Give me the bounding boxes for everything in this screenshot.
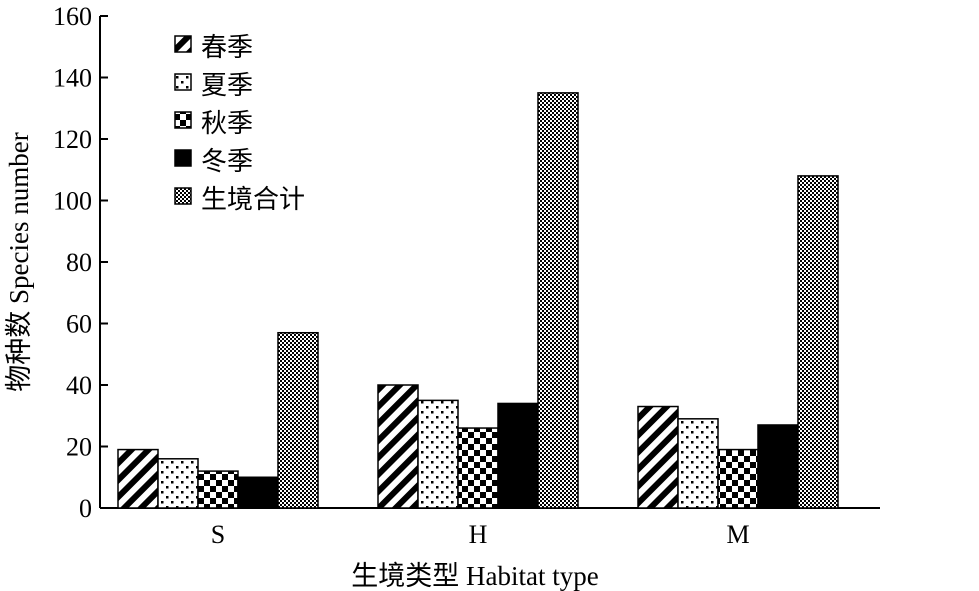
legend-swatch — [174, 149, 192, 167]
bar — [417, 399, 459, 509]
y-tick-label: 0 — [79, 494, 92, 523]
bar — [237, 476, 279, 509]
y-axis-title: 物种数 Species number — [4, 132, 34, 391]
bar — [717, 448, 759, 509]
y-tick-label: 160 — [53, 2, 92, 31]
y-tick-label: 80 — [66, 248, 92, 277]
bar — [197, 470, 239, 509]
x-tick-label: H — [469, 520, 488, 549]
y-tick-label: 20 — [66, 433, 92, 462]
x-axis-title: 生境类型 Habitat type — [351, 561, 598, 591]
bar — [637, 405, 679, 509]
bar — [537, 92, 579, 509]
bars — [117, 92, 839, 509]
legend-label: 生境合计 — [201, 185, 305, 215]
legend-label: 秋季 — [201, 109, 253, 139]
x-tick-label: S — [211, 520, 225, 549]
legend-label: 春季 — [201, 33, 253, 63]
legend-swatch — [174, 187, 192, 205]
bar — [677, 418, 719, 509]
legend-swatch — [174, 73, 192, 91]
y-tick-label: 120 — [53, 125, 92, 154]
bar — [157, 458, 199, 509]
legend-swatch — [174, 111, 192, 129]
axes: 0 20 40 60 80 100 120 140 160 S H M — [53, 2, 880, 549]
bar — [757, 424, 799, 509]
legend-swatch — [174, 35, 192, 53]
y-tick-label: 140 — [53, 64, 92, 93]
bar — [457, 427, 499, 509]
x-tick-label: M — [726, 520, 749, 549]
bar — [117, 448, 159, 509]
y-tick-label: 100 — [53, 187, 92, 216]
bar — [797, 175, 839, 509]
bar — [377, 384, 419, 509]
bar — [277, 331, 319, 509]
legend-label: 冬季 — [201, 147, 253, 177]
y-tick-label: 40 — [66, 371, 92, 400]
y-tick-label: 60 — [66, 310, 92, 339]
legend-label: 夏季 — [201, 71, 253, 101]
bar — [497, 402, 539, 509]
